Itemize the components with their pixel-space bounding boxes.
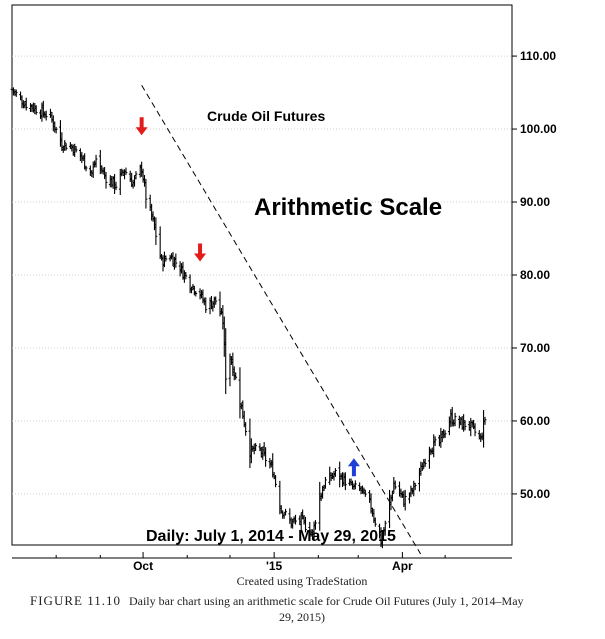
ohlc-bar [443,430,447,438]
trendline-layer [141,85,422,555]
ohlc-bar [483,416,487,425]
ohlc-bar [343,472,347,491]
ohlc-bar [363,489,367,497]
ohlc-bar [184,271,188,280]
grid-layer [12,55,512,495]
ohlc-bar [393,480,397,490]
ohlc-bar [314,520,317,530]
ohlc-bar [318,481,322,531]
ohlc-bar [473,423,477,437]
ohlc-bar [334,468,337,477]
y-axis: 50.00 60.00 70.00 80.00 90.00 100.00 110.00 [512,49,557,501]
y-tick-label: 80.00 [520,268,550,282]
ohlc-bar [154,217,158,245]
ohlc-bar [54,126,58,134]
ohlc-bar [104,171,108,189]
figure-number: FIGURE 11.10 [30,593,121,608]
ohlc-bar [413,482,417,491]
ohlc-bar [453,412,457,427]
x-axis: Oct '15 Apr [55,552,446,573]
ohlc-bar [238,367,242,419]
ohlc-bar [44,110,48,121]
ohlc-bar [381,533,384,549]
ohlc-bar [324,476,327,489]
ohlc-bar [254,443,258,451]
ohlc-bar [403,489,407,511]
x-tick-label: Oct [133,559,153,573]
figure-caption-text: Daily bar chart using an arithmetic scal… [129,594,524,608]
ohlc-bar [94,154,98,168]
y-tick-label: 60.00 [520,414,550,428]
ohlc-bar [274,475,277,488]
period-label: Daily: July 1, 2014 - May 29, 2015 [146,528,396,545]
ohlc-bar [174,253,178,268]
y-tick-label: 50.00 [520,487,550,501]
x-tick-label: '15 [266,559,283,573]
ohlc-bar [214,296,218,305]
y-tick-label: 100.00 [520,122,557,136]
y-tick-label: 70.00 [520,341,550,355]
ohlc-bar [423,458,427,467]
ohlc-bar [124,167,128,175]
ohlc-bar [204,297,208,313]
arrow-layer [135,117,360,477]
price-bars [10,86,487,549]
ohlc-bar [134,171,138,180]
ohlc-bar [74,146,78,153]
source-note: Created using TradeStation [237,574,368,588]
ohlc-bar [34,105,38,115]
x-tick-label: Apr [392,559,413,573]
down-arrow-icon [135,117,148,136]
ohlc-bar [194,291,198,297]
ohlc-bar [64,143,68,151]
y-tick-label: 90.00 [520,195,550,209]
ohlc-bar [63,140,67,151]
ohlc-bar [482,409,485,448]
ohlc-bar [164,255,168,262]
ohlc-bar [390,490,394,502]
y-tick-label: 110.00 [520,49,556,63]
ohlc-bar [353,480,357,490]
ohlc-bar [234,372,238,380]
ohlc-bar [244,422,248,436]
figure-caption-line2: 29, 2015) [279,610,325,624]
ohlc-bar [114,181,118,191]
ohlc-bar [433,436,437,446]
scale-label: Arithmetic Scale [254,194,442,221]
ohlc-bar [144,178,148,209]
ohlc-bar [84,165,88,172]
ohlc-bar [383,520,387,536]
chart-title: Crude Oil Futures [207,108,325,124]
trendline [141,85,422,555]
ohlc-bar [294,514,297,525]
ohlc-bar [463,420,467,431]
ohlc-bar [24,97,28,111]
ohlc-bar [420,462,424,472]
ohlc-bar [373,517,377,527]
ohlc-bar [284,508,287,516]
ohlc-bar [264,447,267,467]
down-arrow-icon [194,243,207,262]
ohlc-bar [304,516,307,533]
up-arrow-icon [347,458,360,477]
ohlc-bar [14,89,18,97]
ohlc-bar [224,328,228,395]
figure-caption-line1: FIGURE 11.10 Daily bar chart using an ar… [30,593,524,608]
